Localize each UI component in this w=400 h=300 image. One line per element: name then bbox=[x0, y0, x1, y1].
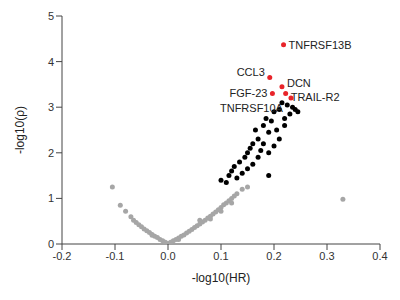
svg-text:0.1: 0.1 bbox=[213, 250, 228, 262]
svg-text:-0.1: -0.1 bbox=[106, 250, 125, 262]
svg-text:-0.2: -0.2 bbox=[53, 250, 72, 262]
svg-text:0.4: 0.4 bbox=[372, 250, 387, 262]
svg-text:CCL3: CCL3 bbox=[237, 66, 265, 78]
svg-text:2: 2 bbox=[48, 147, 54, 159]
svg-text:DCN: DCN bbox=[287, 77, 311, 89]
svg-text:-log10(HR): -log10(HR) bbox=[192, 271, 251, 285]
svg-text:3: 3 bbox=[48, 101, 54, 113]
svg-text:0.3: 0.3 bbox=[319, 250, 334, 262]
svg-text:FGF-23: FGF-23 bbox=[230, 87, 268, 99]
svg-text:1: 1 bbox=[48, 192, 54, 204]
svg-text:0: 0 bbox=[48, 238, 54, 250]
svg-text:0.0: 0.0 bbox=[160, 250, 175, 262]
svg-text:TNFRSF13B: TNFRSF13B bbox=[289, 39, 352, 51]
svg-text:0.2: 0.2 bbox=[266, 250, 281, 262]
svg-text:5: 5 bbox=[48, 10, 54, 22]
svg-text:-log10(ρ): -log10(ρ) bbox=[13, 106, 27, 154]
svg-text:TRAIL-R2: TRAIL-R2 bbox=[291, 91, 340, 103]
svg-text:4: 4 bbox=[48, 56, 54, 68]
svg-text:TNFRSF10A: TNFRSF10A bbox=[220, 102, 284, 114]
